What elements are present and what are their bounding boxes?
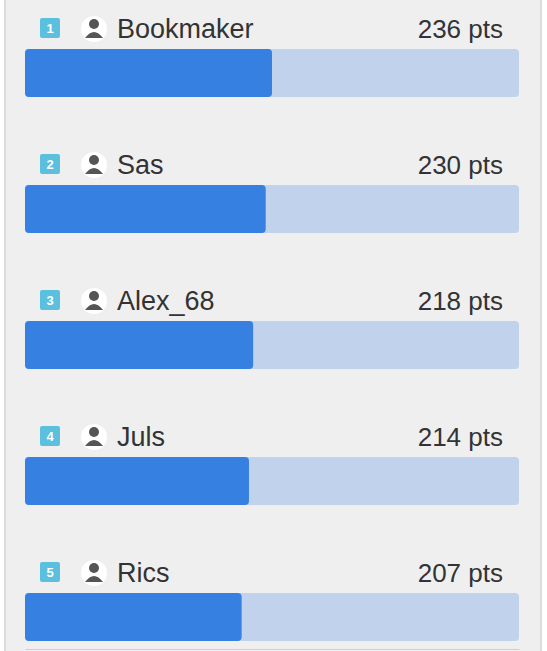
- avatar-body: [85, 304, 103, 310]
- avatar-body: [85, 440, 103, 446]
- avatar-head: [89, 291, 99, 301]
- bar: [25, 321, 253, 369]
- rank: 1: [46, 21, 53, 36]
- avatar-body: [85, 576, 103, 582]
- rank-badge: [40, 290, 60, 310]
- bar-track: [25, 593, 519, 641]
- avatar-body: [85, 32, 103, 38]
- bar: [25, 457, 249, 505]
- rank: 3: [46, 293, 53, 308]
- panel: [5, 0, 541, 651]
- axis-line: [26, 649, 520, 650]
- player-name: Alex_68: [117, 286, 215, 316]
- player-name: Sas: [117, 150, 164, 180]
- avatar-bg: [81, 560, 107, 586]
- bar-track: [25, 321, 519, 369]
- avatar-head: [89, 19, 99, 29]
- leaderboard: 1 Bookmaker 236 pts 2 Sas 230 pts 3 Alex_68 218 …: [0, 0, 547, 651]
- data-label: 236 pts: [418, 14, 503, 44]
- avatar-bg: [81, 288, 107, 314]
- avatar-head: [89, 155, 99, 165]
- x-axis: [26, 649, 520, 650]
- bar: [25, 185, 266, 233]
- data-label: 214 pts: [418, 422, 503, 452]
- bar-track: [25, 49, 519, 97]
- player-name: Rics: [117, 558, 170, 588]
- avatar: [81, 560, 107, 586]
- avatar-bg: [81, 16, 107, 42]
- rank-badge: [40, 18, 60, 38]
- bar-track: [25, 185, 519, 233]
- panel-border: [4, 0, 6, 651]
- bar-track: [25, 457, 519, 505]
- rank-badge: [40, 154, 60, 174]
- rank: 4: [46, 429, 54, 444]
- panel-border: [540, 0, 542, 651]
- avatar: [81, 152, 107, 178]
- bar: [25, 593, 242, 641]
- avatar: [81, 424, 107, 450]
- bars: [25, 49, 272, 641]
- avatar: [81, 288, 107, 314]
- avatar-body: [85, 168, 103, 174]
- rank: 5: [46, 565, 53, 580]
- tracks: [25, 49, 519, 641]
- avatar-head: [89, 563, 99, 573]
- data-label: 218 pts: [418, 286, 503, 316]
- bar: [25, 49, 272, 97]
- avatar-head: [89, 427, 99, 437]
- data-label: 230 pts: [418, 150, 503, 180]
- data-label: 207 pts: [418, 558, 503, 588]
- rank: 2: [46, 157, 53, 172]
- avatar-bg: [81, 424, 107, 450]
- player-name: Bookmaker: [117, 14, 254, 44]
- rank-badge: [40, 426, 60, 446]
- labels: 1 Bookmaker 236 pts 2 Sas 230 pts 3 Alex_68 218 …: [40, 14, 503, 588]
- player-name: Juls: [117, 422, 165, 452]
- rank-badge: [40, 562, 60, 582]
- avatar: [81, 16, 107, 42]
- avatar-bg: [81, 152, 107, 178]
